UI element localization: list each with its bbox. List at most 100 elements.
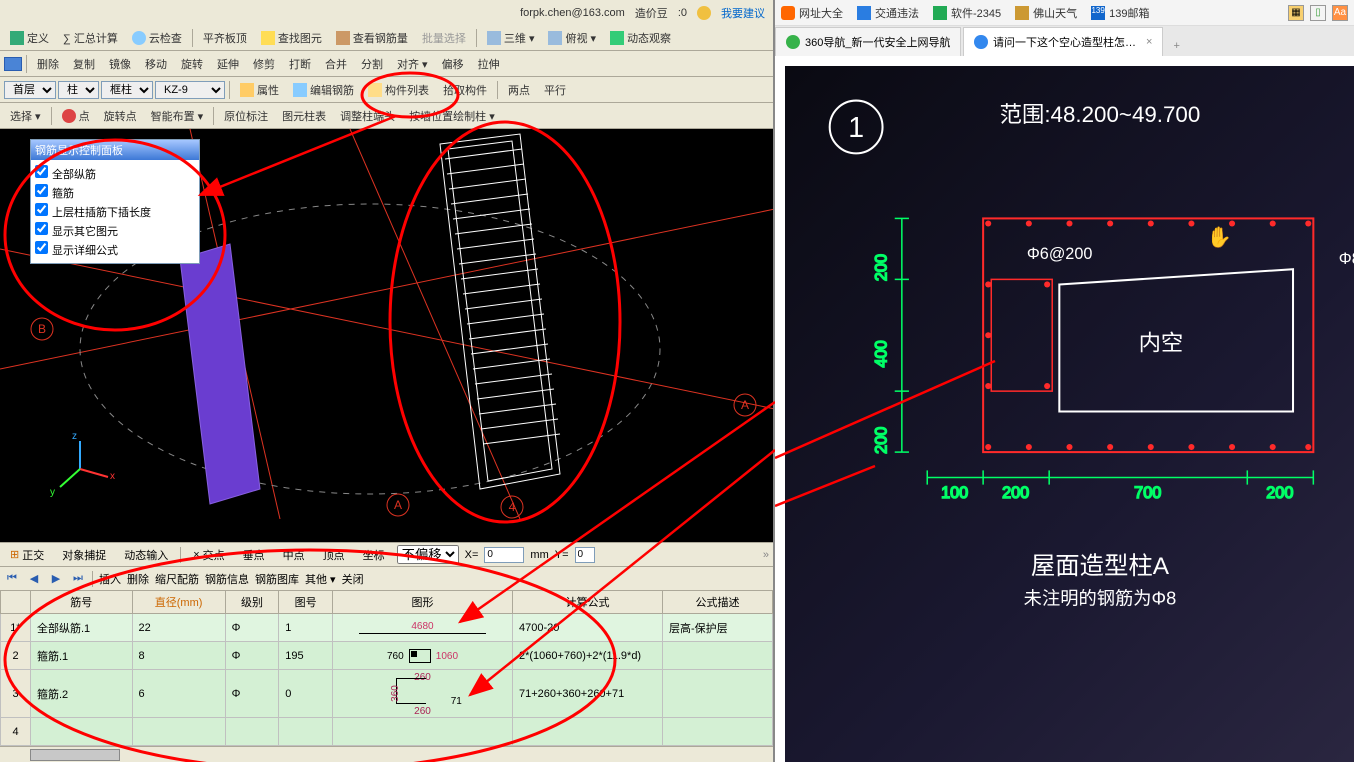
- bookmark-item[interactable]: 交通违法: [857, 5, 919, 21]
- cell-dia[interactable]: 8: [132, 642, 225, 670]
- viewrebar-button[interactable]: 查看钢筋量: [330, 27, 414, 49]
- close-button[interactable]: 关闭: [342, 571, 364, 587]
- break-button[interactable]: 打断: [283, 53, 317, 75]
- align-button[interactable]: 对齐 ▾: [391, 53, 434, 75]
- panel-item[interactable]: 箍筋: [35, 183, 195, 202]
- cell-formula[interactable]: 2*(1060+760)+2*(11.9*d): [512, 642, 662, 670]
- nav-next[interactable]: ▶: [48, 571, 64, 587]
- model-viewport[interactable]: B A A 4 z: [0, 129, 773, 542]
- col-head[interactable]: 级别: [225, 591, 279, 614]
- point-button[interactable]: 点: [56, 105, 96, 127]
- x-input[interactable]: [484, 547, 524, 563]
- scalerebar-button[interactable]: 缩尺配筋: [155, 571, 199, 587]
- perp-snap[interactable]: 垂点: [237, 545, 271, 565]
- rebar-display-panel[interactable]: 钢筋显示控制面板 全部纵筋 箍筋 上层柱插筋下插长度 显示其它图元 显示详细公式: [30, 139, 200, 264]
- offset-select[interactable]: 不偏移: [397, 545, 459, 564]
- cell-name[interactable]: 全部纵筋.1: [31, 614, 133, 642]
- col-head-diameter[interactable]: 直径(mm): [132, 591, 225, 614]
- osnap-toggle[interactable]: 对象捕捉: [56, 545, 112, 565]
- flatslab-button[interactable]: 平齐板顶: [197, 27, 253, 49]
- component-select[interactable]: 柱: [58, 81, 99, 99]
- vertex-snap[interactable]: 顶点: [317, 545, 351, 565]
- split-button[interactable]: 分割: [355, 53, 389, 75]
- topview-button[interactable]: 俯视 ▾: [542, 27, 602, 49]
- insert-button[interactable]: 插入: [99, 571, 121, 587]
- member-select[interactable]: KZ-9: [155, 81, 225, 99]
- grid-icon[interactable]: ▦: [1288, 5, 1304, 21]
- intersect-snap[interactable]: ×交点: [187, 545, 230, 565]
- cell-desc[interactable]: [662, 642, 772, 670]
- cell-shape[interactable]: 260 360 260 71: [332, 670, 512, 718]
- bookmark-item[interactable]: 佛山天气: [1015, 5, 1077, 21]
- dyninput-toggle[interactable]: 动态输入: [118, 545, 174, 565]
- cell-shape[interactable]: 760 1060: [332, 642, 512, 670]
- browser-tab[interactable]: 360导航_新一代安全上网导航: [775, 27, 961, 56]
- checkbox[interactable]: [35, 241, 48, 254]
- adjustend-button[interactable]: 调整柱端头: [334, 105, 401, 127]
- cell-name[interactable]: 箍筋.1: [31, 642, 133, 670]
- mid-snap[interactable]: 中点: [277, 545, 311, 565]
- origmark-button[interactable]: 原位标注: [218, 105, 274, 127]
- merge-button[interactable]: 合并: [319, 53, 353, 75]
- col-head[interactable]: 计算公式: [512, 591, 662, 614]
- rebarlib-button[interactable]: 钢筋图库: [255, 571, 299, 587]
- table-row-empty[interactable]: 4: [1, 718, 773, 746]
- col-head[interactable]: 图号: [279, 591, 333, 614]
- cell-formula[interactable]: 71+260+360+260+71: [512, 670, 662, 718]
- checkbox[interactable]: [35, 222, 48, 235]
- trim-button[interactable]: 修剪: [247, 53, 281, 75]
- book-icon[interactable]: ▯: [1310, 5, 1326, 21]
- close-doc-icon[interactable]: [4, 57, 22, 71]
- nav-last[interactable]: ⏭: [70, 571, 86, 587]
- bookmark-item[interactable]: 139139邮箱: [1091, 5, 1149, 21]
- editrebar-button[interactable]: 编辑钢筋: [287, 79, 360, 101]
- cell-name[interactable]: 箍筋.2: [31, 670, 133, 718]
- cell-grade[interactable]: Φ: [225, 670, 279, 718]
- table-row[interactable]: 1* 全部纵筋.1 22 Φ 1 4680 4700-20 层高-保护层: [1, 614, 773, 642]
- tab-close-icon[interactable]: ×: [1146, 36, 1152, 48]
- cell-fig[interactable]: 1: [279, 614, 333, 642]
- elemtable-button[interactable]: 图元柱表: [276, 105, 332, 127]
- extend-button[interactable]: 延伸: [211, 53, 245, 75]
- table-row[interactable]: 2 箍筋.1 8 Φ 195 760 1060 2*(1060+760)+2*(…: [1, 642, 773, 670]
- aa-icon[interactable]: Aa: [1332, 5, 1348, 21]
- copy-button[interactable]: 复制: [67, 53, 101, 75]
- cell-grade[interactable]: Φ: [225, 614, 279, 642]
- checkbox[interactable]: [35, 203, 48, 216]
- browser-content[interactable]: 1 范围:48.200~49.700 200 400 200 100: [775, 56, 1354, 762]
- offset-button[interactable]: 偏移: [436, 53, 470, 75]
- drawbywall-button[interactable]: 按墙位置绘制柱 ▾: [403, 105, 501, 127]
- pick-button[interactable]: 拾取构件: [437, 79, 493, 101]
- smartlayout-button[interactable]: 智能布置 ▾: [145, 105, 210, 127]
- delete-button[interactable]: 删除: [31, 53, 65, 75]
- y-input[interactable]: [575, 547, 595, 563]
- table-row[interactable]: 3 箍筋.2 6 Φ 0 260 360 260 71 71+260+360+2…: [1, 670, 773, 718]
- select-button[interactable]: 选择 ▾: [4, 105, 47, 127]
- new-tab-button[interactable]: +: [1165, 36, 1187, 56]
- panel-item[interactable]: 显示其它图元: [35, 221, 195, 240]
- props-button[interactable]: 属性: [234, 79, 285, 101]
- floor-select[interactable]: 首层: [4, 81, 56, 99]
- nav-prev[interactable]: ◀: [26, 571, 42, 587]
- expand-icon[interactable]: »: [763, 549, 769, 561]
- rotpoint-button[interactable]: 旋转点: [98, 105, 143, 127]
- parallel-button[interactable]: 平行: [538, 79, 572, 101]
- twopoint-button[interactable]: 两点: [502, 79, 536, 101]
- rebarinfo-button[interactable]: 钢筋信息: [205, 571, 249, 587]
- sumcalc-button[interactable]: ∑ 汇总计算: [57, 27, 124, 49]
- cell-dia[interactable]: 22: [132, 614, 225, 642]
- rotate-button[interactable]: 旋转: [175, 53, 209, 75]
- cell-grade[interactable]: Φ: [225, 642, 279, 670]
- panel-item[interactable]: 全部纵筋: [35, 164, 195, 183]
- 3d-button[interactable]: 三维 ▾: [481, 27, 541, 49]
- col-head[interactable]: 筋号: [31, 591, 133, 614]
- col-head[interactable]: 图形: [332, 591, 512, 614]
- cell-fig[interactable]: 195: [279, 642, 333, 670]
- cell-desc[interactable]: [662, 670, 772, 718]
- coord-snap[interactable]: 坐标: [357, 545, 391, 565]
- ortho-toggle[interactable]: ⊞正交: [4, 545, 50, 565]
- h-scrollbar[interactable]: [0, 746, 773, 762]
- cell-dia[interactable]: 6: [132, 670, 225, 718]
- batchselect-button[interactable]: 批量选择: [416, 27, 472, 49]
- cell-shape[interactable]: 4680: [332, 614, 512, 642]
